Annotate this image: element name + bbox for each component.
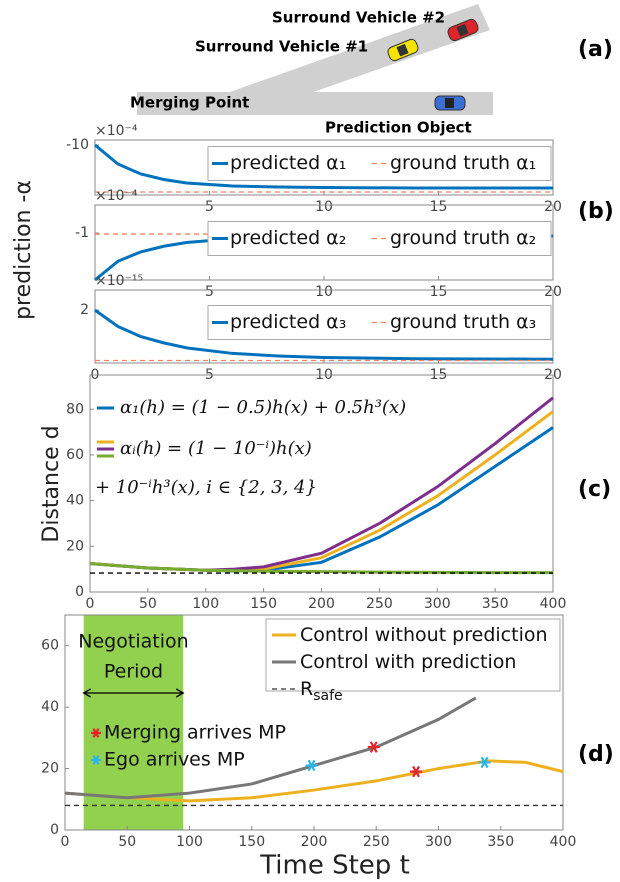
y-tick-label: 60 [66, 447, 84, 463]
panel-label: (b) [578, 199, 614, 224]
legend-label: Ego arrives MP [104, 749, 245, 771]
marker [305, 759, 318, 772]
legend-label: Control with prediction [300, 651, 516, 673]
main-road [137, 92, 493, 115]
x-tick-label: 100 [176, 834, 203, 850]
y-tick-label: 40 [41, 699, 59, 715]
series-line [94, 143, 553, 190]
x-tick-label: 0 [86, 596, 95, 612]
x-tick-label: 250 [366, 596, 393, 612]
legend-label: α₁(h) = (1 − 0.5)h(x) + 0.5h³(x) [120, 397, 406, 418]
legend-label: ground truth α₂ [390, 227, 536, 249]
y-tick-label: -10 [66, 137, 89, 153]
x-tick-label: 350 [487, 834, 514, 850]
legend-subscript: safe [313, 688, 342, 704]
x-tick-label: 5 [205, 199, 214, 215]
y-axis-label: prediction -α [11, 180, 36, 320]
x-tick-label: 300 [424, 596, 451, 612]
x-axis-label: Time Step t [259, 851, 410, 881]
y-axis-label: Distance d [39, 425, 64, 542]
legend-name: Control without prediction [300, 624, 548, 646]
label: Merging Point [130, 94, 249, 112]
x-tick-label: 100 [192, 596, 219, 612]
x-tick-label: 250 [363, 834, 390, 850]
y-tick-label: 0 [75, 584, 84, 600]
shade-label: Period [104, 661, 163, 683]
x-tick-label: 5 [205, 284, 214, 300]
legend-box [207, 221, 552, 256]
axis-multiplier: ×10⁻⁴ [95, 123, 138, 139]
y-tick-label: 0 [50, 822, 59, 838]
series-line [64, 696, 477, 800]
legend-box [207, 305, 552, 340]
legend-label: Merging arrives MP [104, 722, 286, 744]
car-yellow [387, 38, 419, 62]
shade-label: Negotiation [78, 631, 188, 653]
legend-swatch [91, 728, 101, 738]
series-line [64, 759, 564, 803]
y-tick-label: 60 [41, 638, 59, 654]
x-tick-label: 400 [540, 596, 567, 612]
road-diagram: Surround Vehicle #2 Surround Vehicle #1 … [130, 4, 493, 137]
x-tick-label: 150 [250, 596, 277, 612]
legend-label: ground truth α₁ [390, 152, 536, 174]
legend-name: Control with prediction [300, 651, 516, 673]
y-tick-label: 40 [66, 493, 84, 509]
x-tick-label: 200 [308, 596, 335, 612]
x-tick-label: 10 [315, 284, 333, 300]
legend-label: predicted α₃ [230, 311, 346, 333]
series-line [89, 561, 553, 575]
y-tick-label: 80 [66, 401, 84, 417]
x-tick-label: 200 [301, 834, 328, 850]
axis-multiplier: ×10⁻¹⁵ [95, 273, 143, 289]
x-tick-label: 10 [315, 199, 333, 215]
marker [367, 741, 380, 753]
panel-label: (d) [578, 742, 614, 767]
x-tick-label: 0 [61, 834, 70, 850]
legend-label: + 10⁻ⁱh³(x), i ∈ {2, 3, 4} [95, 477, 317, 498]
y-tick-label: 20 [66, 538, 84, 554]
legend-box [207, 146, 552, 181]
marker [410, 765, 423, 778]
series-line [94, 308, 554, 361]
panel-label: (c) [578, 477, 611, 502]
x-tick-label: 15 [430, 199, 448, 215]
legend-name: R [300, 678, 313, 700]
legend-box [265, 618, 561, 692]
car-red [447, 18, 479, 42]
car-blue [434, 95, 466, 111]
label: Prediction Object [325, 119, 472, 137]
period-arrow [82, 688, 185, 698]
label: Surround Vehicle #1 [195, 38, 368, 56]
x-tick-label: 50 [139, 596, 157, 612]
x-tick-label: 15 [430, 284, 448, 300]
x-tick-label: 50 [118, 834, 136, 850]
x-tick-label: 150 [238, 834, 265, 850]
legend-label: αᵢ(h) = (1 − 10⁻ⁱ)h(x) [120, 438, 312, 459]
legend-swatch [91, 755, 101, 765]
y-tick-label: 2 [80, 302, 89, 318]
legend-label: predicted α₂ [230, 227, 346, 249]
x-tick-label: 350 [482, 596, 509, 612]
legend-label: Control without prediction [300, 624, 548, 646]
legend-label: ground truth α₃ [390, 311, 536, 333]
x-tick-label: 300 [425, 834, 452, 850]
legend-label: Rsafe [300, 678, 343, 705]
ramp [230, 4, 490, 110]
legend-label: predicted α₁ [230, 152, 346, 174]
x-tick-label: 400 [550, 834, 577, 850]
label: Surround Vehicle #2 [272, 9, 445, 27]
panel-label: (a) [578, 37, 613, 62]
y-tick-label: 20 [41, 761, 59, 777]
marker [478, 756, 491, 769]
y-tick-label: -1 [75, 225, 89, 241]
axis-multiplier: ×10⁻⁴ [95, 188, 138, 204]
